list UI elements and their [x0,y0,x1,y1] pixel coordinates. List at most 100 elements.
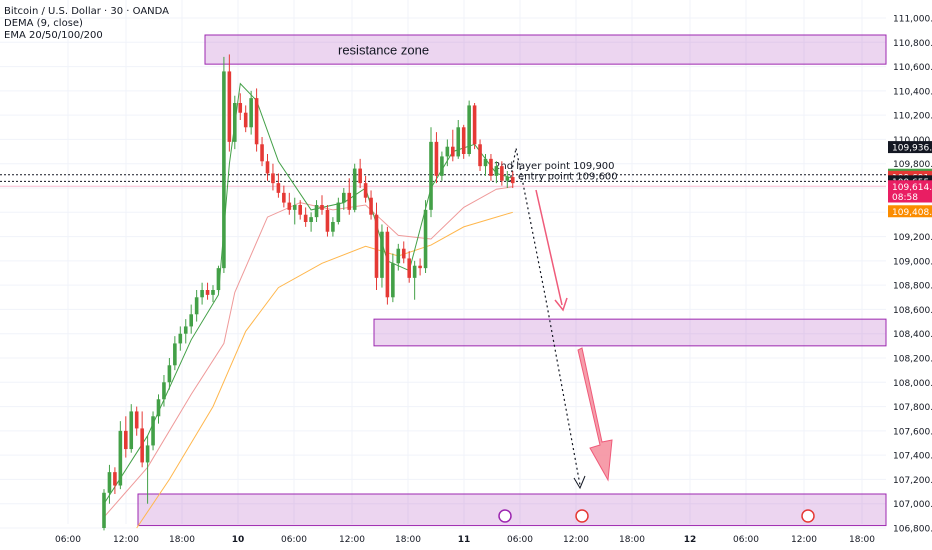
candle-body [216,268,221,290]
candle-body [178,333,183,344]
indicator-ema[interactable]: EMA 20/50/100/200 [4,30,103,41]
price-tag [888,180,932,193]
candle-body [254,98,259,145]
y-axis-tick-label: 108,400.0 [893,330,932,340]
candle-body [369,197,373,215]
candle-body [227,71,232,142]
candle-body [451,146,455,157]
candle-body [445,146,450,157]
x-axis-tick-label: 12:00 [791,535,817,545]
candle-body [347,192,352,210]
candle-body [352,168,357,210]
x-axis-tick-label: 12:00 [113,535,139,545]
candle-body [467,105,471,154]
y-axis-tick-label: 108,800.0 [893,282,932,292]
down-arrow-1 [535,189,563,306]
y-axis-tick-label: 110,600.0 [893,63,932,73]
candle-body [456,127,461,157]
candle-body [434,141,439,176]
y-axis-tick-label: 107,400.0 [893,452,932,462]
candle-body [145,445,150,463]
candle-body [249,98,253,128]
candle-body [271,173,275,184]
candle-body [461,127,466,154]
x-axis-tick-label: 18:00 [395,535,421,545]
chart-legend: Bitcoin / U.S. Dollar · 30 · OANDA DEMA … [4,6,169,42]
price-tag-label: 109,408.5 [892,208,932,218]
projection-path [509,147,581,486]
candle-body [183,326,188,334]
price-tag-label: 109,936.9 [892,144,932,154]
x-axis-tick-label: 12:00 [339,535,365,545]
y-axis-tick-label: 108,000.0 [893,379,932,389]
candle-body [418,265,422,269]
candle-body [276,183,281,193]
price-tag-label: 08:58 [892,193,918,203]
x-axis-tick-label: 11 [458,535,471,545]
zone-box[interactable] [137,493,887,527]
y-axis-tick-label: 107,800.0 [893,403,932,413]
candle-body [260,144,264,162]
projection-arrowhead [573,475,586,490]
candle-body [167,365,172,383]
y-axis-tick-label: 110,800.0 [893,39,932,49]
candle-body [292,205,297,210]
candle-body [500,166,504,181]
candle-body [200,290,204,298]
y-axis-tick-label: 107,200.0 [893,476,932,486]
candle-body [342,192,346,203]
candle-body [113,472,117,486]
candle-body [205,290,210,295]
y-axis-tick-label: 108,200.0 [893,355,932,365]
candle-body [162,382,166,400]
zone-box[interactable] [373,318,887,347]
candle-body [429,141,433,210]
candle-body [440,156,444,176]
ema-50-line [136,211,513,529]
candle-body [238,103,243,113]
candle-body [358,168,362,184]
candle-body [140,428,144,463]
x-axis-tick-label: 18:00 [619,535,645,545]
candle-body [374,214,379,278]
candle-body [401,248,406,259]
candle-body [102,492,106,528]
candle-body [298,205,302,215]
candle-body [211,290,215,295]
candle-body [483,158,488,167]
candle-body [412,265,417,278]
event-icon[interactable] [498,509,512,523]
y-axis-tick-label: 111,000.0 [893,15,932,25]
event-icon[interactable] [801,509,815,523]
down-arrow-2 [577,347,613,482]
candle-body [124,430,128,450]
candle-body [189,314,193,327]
candle-body [243,112,248,128]
candle-body [396,248,401,264]
indicator-dema[interactable]: DEMA (9, close) [4,18,83,29]
event-icon[interactable] [575,509,589,523]
zone-label: resistance zone [338,43,429,58]
x-axis-tick-label: 06:00 [733,535,759,545]
down-arrow-1-head [554,297,568,312]
candle-body [314,205,319,218]
x-axis-tick-label: 18:00 [169,535,195,545]
y-axis-tick-label: 108,600.0 [893,306,932,316]
candle-body [134,411,139,429]
zone-box[interactable] [204,34,887,65]
symbol-title: Bitcoin / U.S. Dollar · 30 · OANDA [4,6,170,17]
y-axis-tick-label: 110,200.0 [893,112,932,122]
candle-body [478,144,482,167]
candle-body [489,158,493,176]
candle-body [222,71,226,269]
candle-body [107,472,112,493]
candle-body [265,161,270,174]
level-label: entry point 109,600 [518,171,618,182]
y-axis-tick-label: 107,600.0 [893,427,932,437]
candle-body [505,177,510,181]
level-label: 2nd layer point 109,900 [494,161,615,172]
price-tag-label: 109,614.1 [892,183,932,193]
candle-body [151,416,155,446]
candle-body [287,202,292,210]
